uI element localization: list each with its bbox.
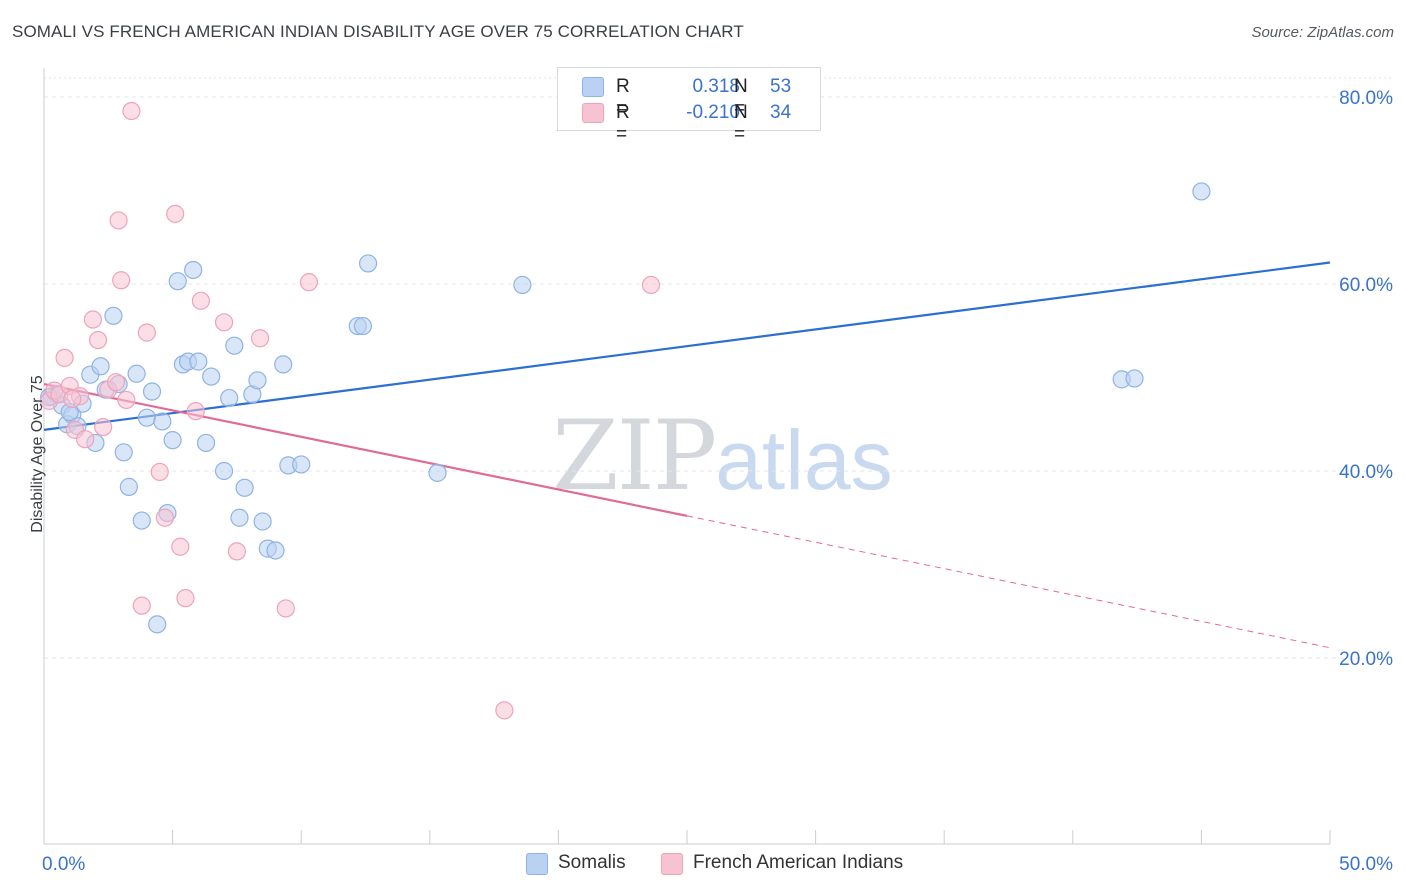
watermark-atlas: atlas bbox=[715, 413, 893, 507]
point-somalis bbox=[148, 615, 167, 634]
x-tick-label: 50.0% bbox=[1339, 854, 1393, 875]
point-somalis bbox=[91, 357, 110, 376]
point-somalis bbox=[358, 254, 378, 273]
point-french-american-indians bbox=[88, 331, 108, 350]
point-french-american-indians bbox=[83, 310, 102, 329]
point-french-american-indians bbox=[166, 204, 185, 223]
point-french-american-indians bbox=[155, 508, 174, 527]
point-somalis bbox=[214, 461, 234, 481]
legend-swatch-somalis bbox=[526, 853, 548, 875]
legend-n-label: N = bbox=[734, 76, 748, 119]
trend-lines bbox=[43, 261, 1331, 649]
point-somalis bbox=[168, 272, 187, 291]
point-somalis bbox=[230, 508, 249, 527]
point-somalis bbox=[119, 477, 138, 496]
legend-r-label: R = bbox=[616, 76, 630, 119]
point-french-american-indians bbox=[150, 462, 169, 482]
point-french-american-indians bbox=[132, 596, 151, 615]
y-axis-label: Disability Age Over 75 bbox=[29, 375, 46, 533]
point-french-american-indians bbox=[117, 390, 136, 410]
legend-r-value: 0.318 bbox=[692, 76, 740, 97]
point-somalis bbox=[202, 367, 221, 386]
legend-swatch-somalis bbox=[582, 77, 604, 97]
legend-swatch-french-american-indians bbox=[582, 103, 604, 123]
legend-r-label: R = bbox=[616, 102, 630, 145]
point-somalis bbox=[428, 463, 447, 482]
legend-swatch-french-american-indians bbox=[661, 853, 683, 875]
point-french-american-indians bbox=[214, 313, 234, 332]
point-somalis bbox=[127, 364, 146, 383]
point-french-american-indians bbox=[299, 273, 319, 292]
point-french-american-indians bbox=[176, 589, 195, 608]
point-somalis bbox=[225, 336, 244, 355]
point-somalis bbox=[114, 443, 133, 462]
point-somalis bbox=[1192, 182, 1211, 201]
point-somalis bbox=[513, 275, 532, 295]
source-credit: Source: ZipAtlas.com bbox=[1251, 24, 1394, 41]
legend-label-somalis: Somalis bbox=[558, 852, 626, 873]
point-french-american-indians bbox=[641, 275, 661, 295]
point-somalis bbox=[189, 352, 208, 371]
point-french-american-indians bbox=[137, 323, 156, 342]
point-french-american-indians bbox=[191, 291, 210, 310]
point-somalis bbox=[1125, 369, 1144, 388]
point-somalis bbox=[104, 306, 123, 325]
correlation-legend: R = 0.318 N = 53 R = -0.210 N = 34 bbox=[557, 67, 821, 145]
point-somalis bbox=[248, 371, 267, 390]
point-french-american-indians bbox=[94, 417, 113, 437]
point-french-american-indians bbox=[112, 271, 131, 290]
point-somalis bbox=[266, 541, 285, 560]
legend-n-value: 34 bbox=[770, 102, 792, 123]
point-somalis bbox=[137, 408, 156, 427]
point-somalis bbox=[163, 431, 182, 450]
tick-labels: 20.0% 40.0% 60.0% 80.0% 0.0% 50.0% bbox=[42, 88, 1393, 875]
y-tick-label: 20.0% bbox=[1339, 649, 1393, 670]
point-somalis bbox=[196, 433, 216, 453]
point-somalis bbox=[253, 512, 272, 531]
point-french-american-indians bbox=[55, 348, 74, 367]
point-french-american-indians bbox=[495, 701, 514, 720]
legend-r-value: -0.210 bbox=[686, 102, 740, 123]
legend-label-french-american-indians: French American Indians bbox=[693, 852, 904, 873]
trend-line-french-american-indians bbox=[43, 382, 688, 517]
data-points bbox=[40, 101, 1211, 720]
point-somalis bbox=[274, 355, 293, 374]
trend-line-extension bbox=[686, 515, 1331, 649]
legend-n-label: N = bbox=[734, 102, 748, 145]
y-tick-label: 60.0% bbox=[1339, 275, 1393, 296]
point-somalis bbox=[153, 412, 172, 431]
point-french-american-indians bbox=[276, 599, 295, 618]
point-french-american-indians bbox=[106, 373, 126, 392]
point-somalis bbox=[235, 478, 254, 497]
series-legend: Somalis French American Indians bbox=[0, 852, 1406, 878]
point-french-american-indians bbox=[76, 430, 95, 449]
point-somalis bbox=[353, 316, 373, 336]
point-french-american-indians bbox=[186, 402, 205, 421]
point-somalis bbox=[220, 388, 239, 408]
point-somalis bbox=[142, 382, 162, 401]
grid-lines bbox=[44, 77, 1392, 659]
chart-title: SOMALI VS FRENCH AMERICAN INDIAN DISABIL… bbox=[12, 22, 744, 41]
point-somalis bbox=[292, 455, 311, 474]
point-french-american-indians bbox=[63, 389, 82, 409]
legend-n-value: 53 bbox=[770, 76, 792, 97]
point-somalis bbox=[132, 511, 151, 530]
point-french-american-indians bbox=[171, 537, 190, 556]
x-tick-label: 0.0% bbox=[42, 854, 85, 875]
point-somalis bbox=[184, 260, 203, 280]
axes bbox=[43, 68, 1331, 845]
point-french-american-indians bbox=[227, 542, 246, 561]
trend-line-somalis bbox=[43, 261, 1331, 431]
point-french-american-indians bbox=[122, 101, 141, 121]
point-french-american-indians bbox=[250, 329, 270, 348]
y-tick-label: 80.0% bbox=[1339, 88, 1393, 109]
point-french-american-indians bbox=[109, 211, 128, 230]
y-tick-label: 40.0% bbox=[1339, 462, 1393, 483]
